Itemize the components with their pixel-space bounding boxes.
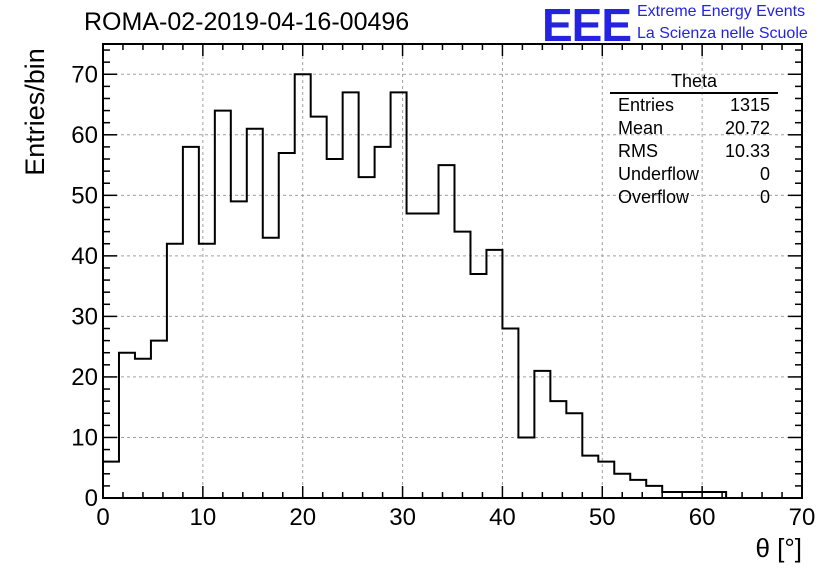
y-tick-label: 70 xyxy=(71,61,98,88)
histogram-bin xyxy=(151,341,167,498)
histogram-bin xyxy=(646,486,662,498)
stats-value: 1315 xyxy=(729,95,770,115)
y-tick-label: 50 xyxy=(71,182,98,209)
y-tick-label: 40 xyxy=(71,243,98,270)
histogram-bin xyxy=(502,329,518,498)
stats-row-overflow: Overflow 0 xyxy=(610,186,778,209)
x-tick-label: 50 xyxy=(589,504,616,531)
x-tick-label: 40 xyxy=(489,504,516,531)
stats-row-rms: RMS 10.33 xyxy=(610,140,778,163)
stats-label: RMS xyxy=(618,141,658,161)
histogram-bin xyxy=(582,456,598,498)
histogram-series xyxy=(102,73,728,498)
stats-row-entries: Entries 1315 xyxy=(610,94,778,117)
histogram-bin xyxy=(215,111,231,498)
plot-frame-border xyxy=(102,43,803,499)
histogram-bin xyxy=(454,232,470,498)
histogram-bin xyxy=(486,250,502,498)
stats-value: 10.33 xyxy=(724,141,770,161)
x-tick-label: 20 xyxy=(289,504,316,531)
y-tick-label: 10 xyxy=(71,424,98,451)
y-tick-label: 20 xyxy=(71,364,98,391)
stats-label: Entries xyxy=(618,95,675,115)
x-tick-label: 10 xyxy=(190,504,217,531)
histogram-bin xyxy=(359,177,375,498)
histogram-bin xyxy=(439,165,455,498)
stats-label: Mean xyxy=(618,118,664,138)
y-tick-label: 60 xyxy=(71,122,98,149)
stats-title: Theta xyxy=(610,70,778,94)
axis-ticks xyxy=(102,44,803,499)
stats-row-underflow: Underflow 0 xyxy=(610,163,778,186)
stats-value: 20.72 xyxy=(724,118,770,138)
histogram-bin xyxy=(135,359,151,498)
y-tick-label: 30 xyxy=(71,303,98,330)
grid-lines xyxy=(103,44,802,498)
x-tick-label: 70 xyxy=(789,504,816,531)
histogram-bin xyxy=(518,437,534,498)
logo-line-2: La Scienza nelle Scuole xyxy=(637,25,808,42)
histogram-bin xyxy=(534,371,550,498)
histogram-bin xyxy=(167,244,183,498)
histogram-outline xyxy=(102,73,728,498)
stats-row-mean: Mean 20.72 xyxy=(610,117,778,140)
x-axis-label: θ [°] xyxy=(755,533,802,563)
histogram-bin xyxy=(263,238,279,498)
x-tick-label: 30 xyxy=(389,504,416,531)
x-tick-label: 60 xyxy=(689,504,716,531)
y-tick-label: 0 xyxy=(85,485,98,512)
histogram-bin xyxy=(423,213,439,498)
logo-mark: EEE xyxy=(542,0,632,51)
histogram-bin xyxy=(183,147,199,498)
histogram-bin xyxy=(566,413,582,498)
stats-label: Overflow xyxy=(618,187,690,207)
histogram-bin xyxy=(375,147,391,498)
histogram-bin xyxy=(407,213,423,498)
histogram-bin xyxy=(231,201,247,498)
x-tick-label: 0 xyxy=(96,504,109,531)
stats-value: 0 xyxy=(759,187,770,207)
histogram-bin xyxy=(119,353,135,498)
tick-labels: 0 10 20 30 40 50 60 70 0 10 20 30 40 50 60 70 xyxy=(71,61,815,531)
plot-frame xyxy=(102,43,803,499)
histogram-bin xyxy=(630,480,646,498)
stats-value: 0 xyxy=(759,164,770,184)
stats-label: Underflow xyxy=(618,164,700,184)
page-title: ROMA-02-2019-04-16-00496 xyxy=(84,8,410,36)
histogram-bin xyxy=(247,129,263,498)
histogram-bin xyxy=(311,117,327,498)
y-axis-label: Entries/bin xyxy=(20,48,50,176)
histogram-bin xyxy=(470,274,486,498)
logo-line-1: Extreme Energy Events xyxy=(637,3,806,20)
histogram-bin xyxy=(103,462,119,498)
stats-box: Theta Entries 1315 Mean 20.72 RMS 10.33 … xyxy=(610,70,778,209)
histogram-bin xyxy=(199,244,215,498)
histogram-bin xyxy=(327,159,343,498)
histogram-bin xyxy=(598,462,614,498)
histogram-bin xyxy=(279,153,295,498)
histogram-bin xyxy=(550,401,566,498)
